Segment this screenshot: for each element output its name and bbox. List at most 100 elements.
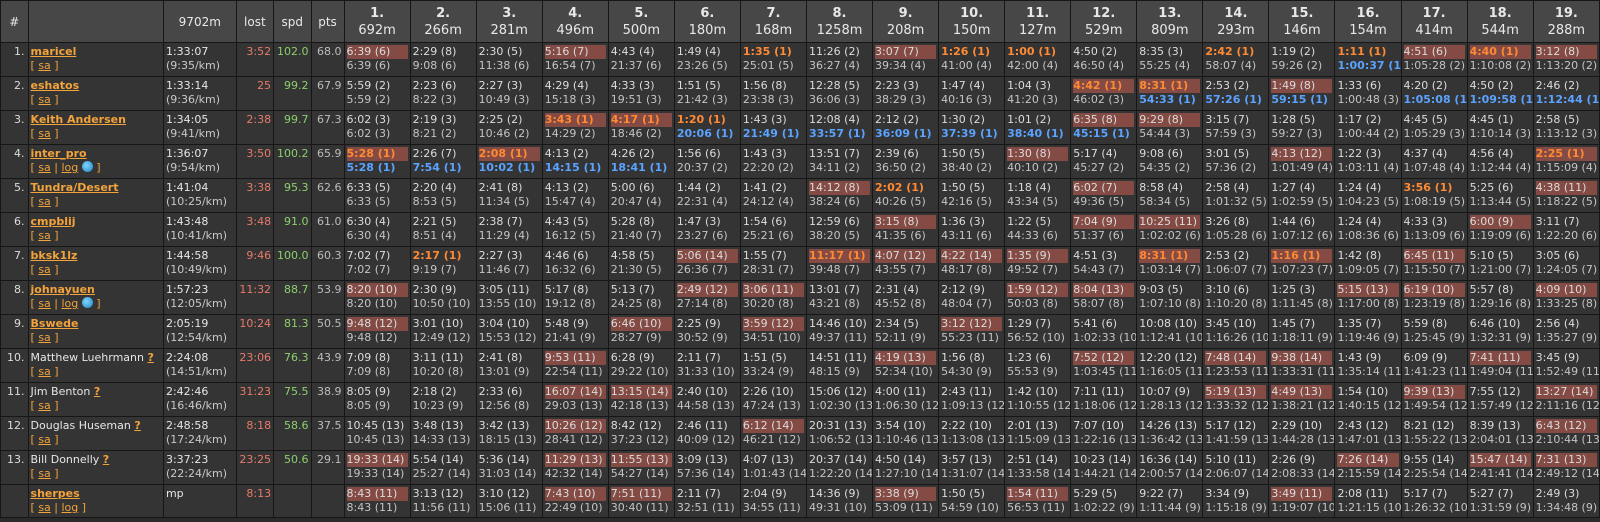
split-cell-5[interactable]: 5:28 (8) 21:40 (7) bbox=[607, 212, 675, 247]
split-cell-5[interactable]: 4:26 (2) 18:41 (1) bbox=[607, 144, 675, 179]
split-cell-11[interactable]: 1:42 (10) 1:10:55 (12) bbox=[1004, 382, 1072, 417]
log-link[interactable]: log bbox=[61, 161, 79, 174]
split-cell-10[interactable]: 1:47 (4) 40:16 (3) bbox=[938, 76, 1006, 111]
help-link[interactable]: ? bbox=[147, 351, 154, 364]
split-cell-17[interactable]: 4:37 (4) 1:07:48 (4) bbox=[1400, 144, 1468, 179]
split-cell-15[interactable]: 1:25 (3) 1:11:45 (8) bbox=[1268, 280, 1336, 315]
split-cell-1[interactable]: 6:02 (3) 6:02 (3) bbox=[343, 110, 411, 145]
split-cell-14[interactable]: 3:01 (5) 57:36 (2) bbox=[1202, 144, 1270, 179]
split-cell-3[interactable]: 3:42 (13) 18:15 (13) bbox=[475, 416, 543, 451]
split-cell-13[interactable]: 9:29 (8) 54:44 (3) bbox=[1136, 110, 1204, 145]
split-cell-12[interactable]: 5:29 (5) 1:02:22 (9) bbox=[1070, 484, 1138, 518]
sa-link[interactable]: sa bbox=[38, 433, 51, 446]
split-cell-8[interactable]: 11:26 (2) 36:27 (4) bbox=[805, 42, 874, 77]
split-cell-17[interactable]: 4:33 (3) 1:13:09 (6) bbox=[1400, 212, 1468, 247]
sa-link[interactable]: sa bbox=[38, 161, 51, 174]
split-cell-7[interactable]: 4:07 (13) 1:01:43 (14) bbox=[739, 450, 807, 485]
sa-link[interactable]: sa bbox=[38, 93, 51, 106]
split-cell-8[interactable]: 14:46 (10) 49:37 (11) bbox=[805, 314, 874, 349]
split-cell-12[interactable]: 8:04 (13) 58:07 (8) bbox=[1070, 280, 1138, 315]
split-cell-5[interactable]: 6:46 (10) 28:27 (9) bbox=[607, 314, 675, 349]
split-cell-5[interactable]: 8:42 (12) 37:23 (12) bbox=[607, 416, 675, 451]
split-cell-15[interactable]: 9:38 (14) 1:33:31 (11) bbox=[1268, 348, 1336, 383]
split-cell-9[interactable]: 3:07 (7) 39:34 (4) bbox=[872, 42, 940, 77]
split-cell-6[interactable]: 1:49 (4) 23:26 (5) bbox=[673, 42, 741, 77]
split-cell-15[interactable]: 4:13 (12) 1:01:49 (4) bbox=[1268, 144, 1336, 179]
split-cell-12[interactable]: 4:42 (1) 46:02 (3) bbox=[1070, 76, 1138, 111]
split-cell-13[interactable]: 9:08 (6) 54:35 (2) bbox=[1136, 144, 1204, 179]
split-cell-4[interactable]: 4:13 (2) 14:15 (1) bbox=[541, 144, 609, 179]
split-cell-18[interactable]: 5:57 (8) 1:29:16 (8) bbox=[1466, 280, 1534, 315]
split-cell-6[interactable]: 2:46 (11) 40:09 (12) bbox=[673, 416, 741, 451]
split-cell-15[interactable]: 1:49 (8) 59:15 (1) bbox=[1268, 76, 1336, 111]
split-cell-1[interactable]: 8:20 (10) 8:20 (10) bbox=[343, 280, 411, 315]
split-cell-11[interactable]: 2:51 (14) 1:33:58 (14) bbox=[1004, 450, 1072, 485]
competitor-link[interactable]: eshatos bbox=[30, 79, 80, 92]
split-cell-16[interactable]: 1:35 (7) 1:19:46 (9) bbox=[1334, 314, 1402, 349]
split-cell-11[interactable]: 1:29 (7) 56:52 (10) bbox=[1004, 314, 1072, 349]
split-cell-19[interactable]: 2:56 (4) 1:35:27 (9) bbox=[1532, 314, 1600, 349]
split-cell-7[interactable]: 1:35 (1) 25:01 (5) bbox=[739, 42, 807, 77]
split-cell-19[interactable]: 6:43 (12) 2:10:44 (13) bbox=[1532, 416, 1600, 451]
split-cell-15[interactable]: 1:27 (4) 1:02:59 (5) bbox=[1268, 178, 1336, 213]
split-cell-19[interactable]: 3:12 (8) 1:13:20 (2) bbox=[1532, 42, 1600, 77]
split-cell-8[interactable]: 13:51 (7) 34:11 (2) bbox=[805, 144, 874, 179]
split-cell-9[interactable]: 3:54 (10) 1:10:46 (13) bbox=[872, 416, 940, 451]
split-cell-17[interactable]: 3:56 (1) 1:08:19 (5) bbox=[1400, 178, 1468, 213]
split-cell-2[interactable]: 2:19 (3) 8:21 (2) bbox=[409, 110, 477, 145]
split-cell-12[interactable]: 7:11 (11) 1:18:06 (12) bbox=[1070, 382, 1138, 417]
split-cell-10[interactable]: 2:22 (10) 1:13:08 (13) bbox=[938, 416, 1006, 451]
split-cell-11[interactable]: 1:23 (6) 55:53 (9) bbox=[1004, 348, 1072, 383]
split-cell-4[interactable]: 4:29 (4) 15:18 (3) bbox=[541, 76, 609, 111]
split-cell-9[interactable]: 2:39 (6) 36:50 (2) bbox=[872, 144, 940, 179]
split-cell-5[interactable]: 4:58 (5) 21:30 (5) bbox=[607, 246, 675, 281]
split-cell-1[interactable]: 8:05 (9) 8:05 (9) bbox=[343, 382, 411, 417]
split-cell-5[interactable]: 5:00 (6) 20:47 (4) bbox=[607, 178, 675, 213]
split-cell-10[interactable]: 1:26 (1) 41:00 (4) bbox=[938, 42, 1006, 77]
split-cell-2[interactable]: 2:26 (7) 7:54 (1) bbox=[409, 144, 477, 179]
split-cell-14[interactable]: 2:53 (2) 1:06:07 (7) bbox=[1202, 246, 1270, 281]
split-cell-16[interactable]: 1:22 (3) 1:03:11 (4) bbox=[1334, 144, 1402, 179]
split-cell-6[interactable]: 2:25 (9) 30:52 (9) bbox=[673, 314, 741, 349]
split-cell-6[interactable]: 1:51 (5) 21:42 (3) bbox=[673, 76, 741, 111]
leg-header-18[interactable]: 18. 544m bbox=[1466, 0, 1534, 43]
split-cell-3[interactable]: 2:27 (3) 10:49 (3) bbox=[475, 76, 543, 111]
split-cell-18[interactable]: 4:56 (4) 1:12:44 (4) bbox=[1466, 144, 1534, 179]
split-cell-7[interactable]: 1:43 (3) 22:20 (2) bbox=[739, 144, 807, 179]
split-cell-3[interactable]: 2:30 (5) 11:38 (6) bbox=[475, 42, 543, 77]
split-cell-18[interactable]: 4:50 (2) 1:09:58 (1) bbox=[1466, 76, 1534, 111]
split-cell-10[interactable]: 1:30 (2) 37:39 (1) bbox=[938, 110, 1006, 145]
split-cell-7[interactable]: 3:06 (11) 30:20 (8) bbox=[739, 280, 807, 315]
split-cell-17[interactable]: 8:21 (12) 1:55:22 (13) bbox=[1400, 416, 1468, 451]
split-cell-4[interactable]: 16:07 (14) 29:03 (13) bbox=[541, 382, 609, 417]
split-cell-13[interactable]: 9:03 (5) 1:07:10 (8) bbox=[1136, 280, 1204, 315]
split-cell-11[interactable]: 1:59 (12) 50:03 (8) bbox=[1004, 280, 1072, 315]
split-cell-7[interactable]: 3:59 (12) 34:51 (10) bbox=[739, 314, 807, 349]
split-cell-19[interactable]: 4:09 (10) 1:33:25 (8) bbox=[1532, 280, 1600, 315]
split-cell-11[interactable]: 1:04 (3) 41:20 (3) bbox=[1004, 76, 1072, 111]
split-cell-6[interactable]: 1:20 (1) 20:06 (1) bbox=[673, 110, 741, 145]
split-cell-19[interactable]: 3:45 (9) 1:52:49 (11) bbox=[1532, 348, 1600, 383]
split-cell-5[interactable]: 4:43 (4) 21:37 (6) bbox=[607, 42, 675, 77]
split-cell-11[interactable]: 1:54 (11) 56:53 (11) bbox=[1004, 484, 1072, 518]
split-cell-16[interactable]: 2:43 (12) 1:47:01 (13) bbox=[1334, 416, 1402, 451]
sa-link[interactable]: sa bbox=[38, 297, 51, 310]
sa-link[interactable]: sa bbox=[38, 229, 51, 242]
split-cell-3[interactable]: 2:25 (2) 10:46 (2) bbox=[475, 110, 543, 145]
split-cell-18[interactable]: 5:27 (7) 1:31:59 (9) bbox=[1466, 484, 1534, 518]
split-cell-13[interactable]: 14:26 (13) 1:36:42 (13) bbox=[1136, 416, 1204, 451]
split-cell-7[interactable]: 1:55 (7) 28:31 (7) bbox=[739, 246, 807, 281]
split-cell-16[interactable]: 1:43 (9) 1:35:14 (11) bbox=[1334, 348, 1402, 383]
leg-header-3[interactable]: 3. 281m bbox=[475, 0, 543, 43]
split-cell-13[interactable]: 8:35 (3) 55:25 (4) bbox=[1136, 42, 1204, 77]
split-cell-12[interactable]: 7:04 (9) 51:37 (6) bbox=[1070, 212, 1138, 247]
split-cell-4[interactable]: 4:46 (6) 16:32 (6) bbox=[541, 246, 609, 281]
split-cell-4[interactable]: 9:53 (11) 22:54 (11) bbox=[541, 348, 609, 383]
split-cell-6[interactable]: 1:56 (6) 20:37 (2) bbox=[673, 144, 741, 179]
split-cell-10[interactable]: 1:50 (5) 38:40 (2) bbox=[938, 144, 1006, 179]
split-cell-3[interactable]: 3:05 (11) 13:55 (10) bbox=[475, 280, 543, 315]
split-cell-15[interactable]: 1:45 (7) 1:18:11 (9) bbox=[1268, 314, 1336, 349]
split-cell-13[interactable]: 10:08 (10) 1:12:41 (10) bbox=[1136, 314, 1204, 349]
split-cell-1[interactable]: 5:28 (1) 5:28 (1) bbox=[343, 144, 411, 179]
leg-header-19[interactable]: 19. 288m bbox=[1532, 0, 1600, 43]
